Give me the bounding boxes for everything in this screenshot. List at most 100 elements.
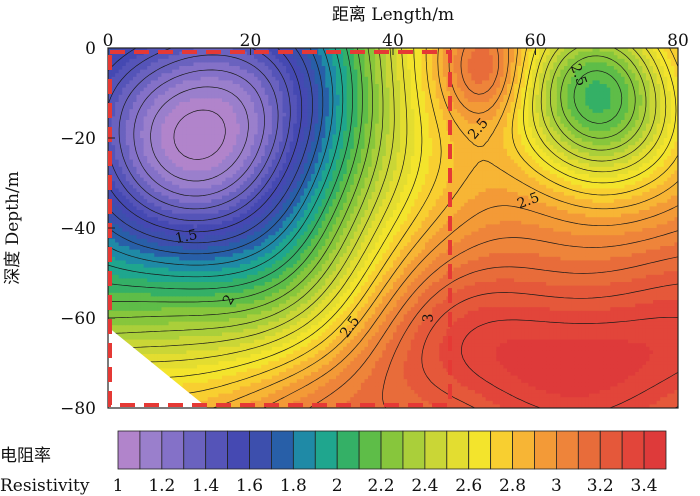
field-cell — [115, 116, 120, 121]
field-cell — [229, 87, 234, 92]
field-cell — [268, 195, 273, 200]
field-cell — [200, 98, 205, 103]
field-cell — [250, 346, 255, 351]
field-cell — [143, 292, 148, 297]
field-cell — [279, 332, 284, 337]
field-cell — [179, 285, 184, 290]
field-cell — [132, 166, 138, 171]
field-cell — [179, 170, 184, 175]
field-cell — [179, 58, 184, 63]
field-cell — [268, 120, 273, 125]
field-cell — [157, 336, 163, 341]
field-cell — [147, 80, 152, 85]
field-cell — [257, 181, 262, 186]
field-cell — [175, 123, 180, 128]
field-cell — [257, 217, 262, 222]
field-cell — [268, 285, 273, 290]
field-cell — [200, 307, 205, 312]
field-cell — [172, 217, 177, 222]
field-cell — [232, 69, 237, 74]
field-cell — [125, 231, 130, 236]
field-cell — [271, 390, 277, 395]
field-cell — [122, 141, 127, 146]
field-cell — [204, 292, 209, 297]
field-cell — [140, 199, 145, 204]
field-cell — [175, 357, 180, 362]
field-cell — [122, 199, 127, 204]
field-cell — [250, 289, 255, 294]
field-cell — [222, 195, 227, 200]
field-cell — [250, 256, 255, 261]
field-cell — [143, 206, 148, 211]
field-cell — [179, 80, 184, 85]
field-cell — [279, 289, 284, 294]
field-cell — [125, 112, 130, 117]
field-cell — [229, 300, 234, 305]
field-cell — [211, 361, 216, 366]
field-cell — [197, 382, 202, 387]
field-cell — [200, 235, 205, 240]
field-cell — [140, 278, 145, 283]
field-cell — [243, 152, 248, 157]
field-cell — [211, 231, 216, 236]
field-cell — [250, 386, 255, 391]
field-cell — [168, 152, 173, 157]
field-cell — [254, 325, 259, 330]
field-cell — [218, 307, 223, 312]
field-cell — [261, 393, 266, 398]
field-cell — [254, 260, 259, 265]
field-cell — [132, 105, 138, 110]
field-cell — [129, 170, 134, 175]
field-cell — [122, 217, 127, 222]
field-cell — [143, 246, 148, 251]
field-cell — [207, 112, 212, 117]
field-cell — [257, 300, 262, 305]
field-cell — [150, 361, 155, 366]
field-cell — [218, 357, 223, 362]
field-cell — [118, 318, 123, 323]
field-cell — [279, 94, 284, 99]
field-cell — [140, 210, 145, 215]
field-cell — [150, 278, 155, 283]
field-cell — [175, 112, 180, 117]
field-cell — [161, 246, 166, 251]
field-cell — [236, 94, 241, 99]
field-cell — [186, 354, 191, 359]
field-cell — [179, 382, 184, 387]
field-cell — [150, 289, 155, 294]
field-cell — [140, 318, 145, 323]
field-cell — [186, 390, 191, 395]
field-cell — [239, 332, 244, 337]
field-cell — [150, 116, 155, 121]
field-cell — [147, 166, 152, 171]
field-cell — [161, 210, 166, 215]
field-cell — [132, 195, 138, 200]
field-cell — [150, 310, 155, 315]
field-cell — [257, 249, 262, 254]
field-cell — [282, 170, 287, 175]
field-cell — [186, 84, 191, 89]
field-cell — [211, 372, 216, 377]
field-cell — [268, 238, 273, 243]
field-cell — [154, 120, 159, 125]
field-cell — [271, 69, 277, 74]
field-cell — [229, 379, 234, 384]
field-cell — [115, 325, 120, 330]
field-cell — [165, 260, 170, 265]
field-cell — [143, 181, 148, 186]
field-cell — [157, 282, 163, 287]
field-cell — [279, 213, 284, 218]
field-cell — [214, 386, 220, 391]
field-cell — [125, 116, 130, 121]
field-cell — [225, 58, 230, 63]
field-cell — [197, 116, 202, 121]
field-cell — [189, 123, 195, 128]
field-cell — [268, 379, 273, 384]
field-cell — [132, 224, 138, 229]
field-cell — [161, 217, 166, 222]
field-cell — [211, 282, 216, 287]
field-cell — [222, 300, 227, 305]
field-cell — [214, 91, 220, 96]
field-cell — [214, 264, 220, 269]
field-cell — [257, 210, 262, 215]
